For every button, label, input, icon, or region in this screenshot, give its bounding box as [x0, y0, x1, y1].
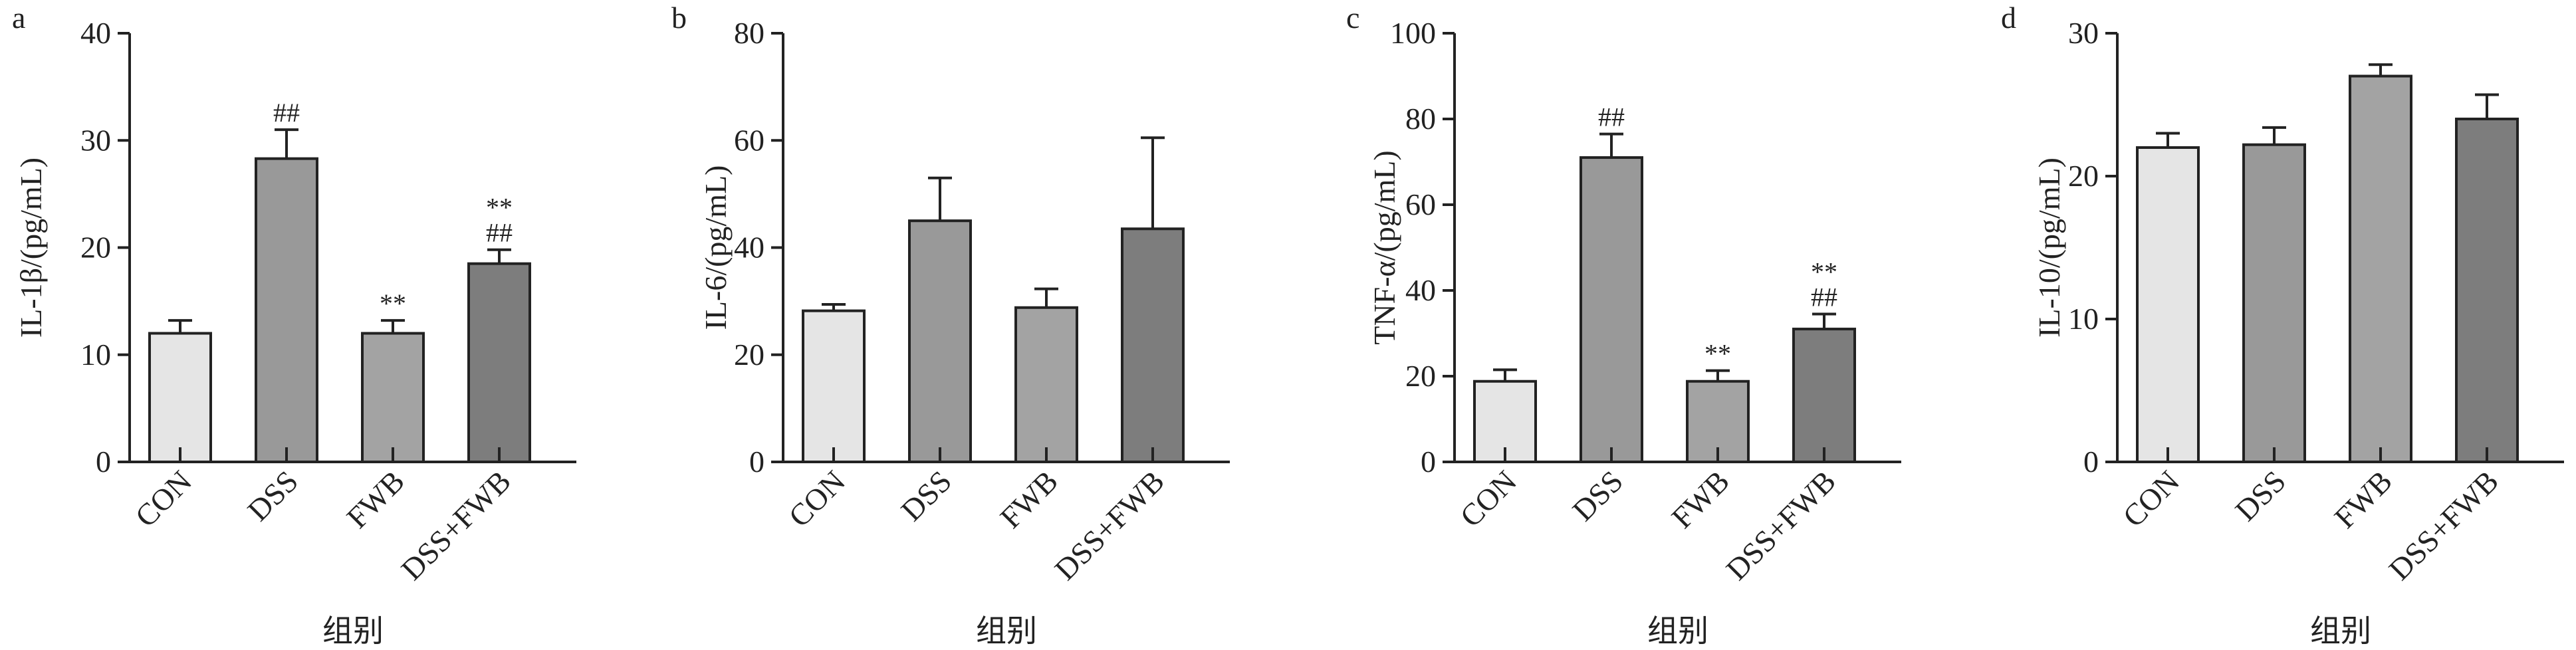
significance-mark: ## [486, 218, 513, 248]
bar-con [148, 332, 212, 463]
bar-dss [908, 219, 972, 463]
y-axis-title: IL-10/(pg/mL) [2032, 158, 2066, 338]
bar-con [2136, 146, 2200, 463]
y-tick-label: 0 [2083, 445, 2099, 479]
y-axis-title: TNF-α/(pg/mL) [1367, 150, 1401, 344]
y-tick-label: 80 [734, 16, 764, 50]
x-tick-label: DSS [894, 464, 958, 528]
y-tick-label: 80 [1405, 102, 1436, 136]
bar-dss [1580, 156, 1643, 464]
y-tick-label: 0 [749, 445, 764, 479]
significance-mark: ** [486, 193, 513, 223]
x-tick-label: FWB [2328, 464, 2399, 535]
significance-mark: ** [1704, 339, 1731, 369]
chart-panel-a: aIL-1β/(pg/mL)010203040CON##DSS**FWB##**… [12, 1, 576, 648]
y-axis-title: IL-1β/(pg/mL) [14, 158, 48, 338]
y-tick-label: 20 [1405, 359, 1436, 393]
x-tick-label: CON [782, 464, 852, 534]
y-tick-label: 20 [80, 231, 111, 265]
x-tick-label: FWB [994, 464, 1065, 535]
bar-fwb [361, 332, 425, 463]
y-tick-label: 60 [734, 123, 764, 157]
bar-dss [2242, 143, 2306, 463]
y-tick-label: 40 [734, 231, 764, 265]
bar-fwb [1014, 306, 1078, 463]
x-tick-label: FWB [340, 464, 411, 535]
y-tick-label: 0 [1421, 445, 1436, 479]
significance-mark: ## [1811, 282, 1837, 312]
significance-mark: ## [1598, 102, 1625, 132]
x-tick-label: CON [2116, 464, 2186, 534]
x-tick-label: DSS [241, 464, 304, 528]
x-tick-label: DSS [1566, 464, 1629, 528]
bar-fwb [2349, 74, 2412, 463]
y-tick-label: 20 [734, 338, 764, 372]
x-axis-title: 组别 [2310, 614, 2371, 648]
y-tick-label: 10 [2068, 302, 2099, 336]
significance-mark: ## [273, 98, 300, 128]
y-axis-title: IL-6/(pg/mL) [699, 165, 733, 330]
x-tick-label: DSS+FWB [395, 464, 518, 587]
x-tick-label: DSS [2228, 464, 2292, 528]
y-tick-label: 30 [2068, 16, 2099, 50]
x-tick-label: DSS+FWB [2383, 464, 2506, 587]
x-tick-label: CON [1453, 464, 1523, 534]
bar-dss-fwb [1792, 328, 1856, 463]
panel-letter: b [671, 1, 687, 35]
x-tick-label: DSS+FWB [1720, 464, 1843, 587]
y-tick-label: 0 [96, 445, 111, 479]
significance-mark: ** [380, 288, 406, 318]
x-tick-label: FWB [1665, 464, 1736, 535]
bar-con [802, 309, 866, 464]
x-axis-title: 组别 [976, 614, 1037, 648]
y-tick-label: 60 [1405, 187, 1436, 221]
bar-dss-fwb [1121, 227, 1185, 463]
y-tick-label: 40 [80, 16, 111, 50]
x-tick-label: DSS+FWB [1048, 464, 1171, 587]
y-tick-label: 20 [2068, 159, 2099, 193]
y-tick-label: 10 [80, 338, 111, 372]
bar-dss [255, 157, 318, 463]
y-tick-label: 40 [1405, 273, 1436, 307]
x-axis-title: 组别 [322, 614, 384, 648]
panel-letter: a [12, 1, 25, 35]
bar-dss-fwb [2455, 118, 2519, 463]
bar-dss-fwb [467, 262, 531, 463]
x-tick-label: CON [128, 464, 198, 534]
y-tick-label: 30 [80, 123, 111, 157]
panel-letter: c [1346, 1, 1359, 35]
significance-mark: ** [1811, 257, 1837, 286]
y-tick-label: 100 [1390, 16, 1436, 50]
x-axis-title: 组别 [1647, 614, 1708, 648]
chart-panel-c: c TNF-α/(pg/mL) 0 20 40 60 80 100 CON ## DSS ** FWB #… [1346, 1, 1901, 648]
panel-letter: d [2001, 1, 2016, 35]
